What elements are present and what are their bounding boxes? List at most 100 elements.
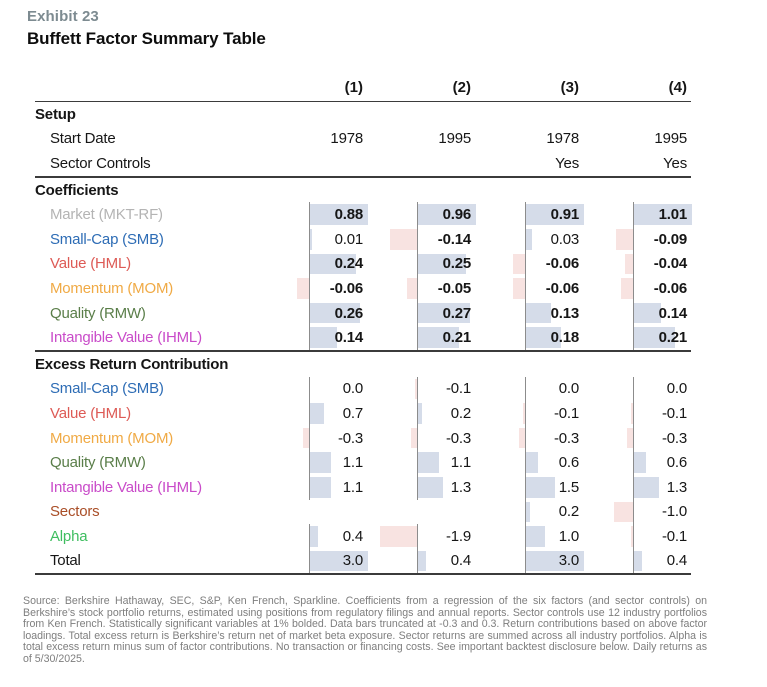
- value-cell: 0.88: [259, 202, 368, 227]
- axis-line: [633, 276, 634, 301]
- cell-value: 0.27: [442, 304, 472, 322]
- value-cell: 0.14: [259, 325, 367, 350]
- row-label: Start Date: [50, 130, 116, 148]
- table-row: Alpha 0.4 -1.9 1.0 -0.1: [35, 524, 691, 549]
- cell-value: 0.4: [666, 552, 687, 570]
- cell-value: 0.25: [442, 255, 472, 273]
- cell-value: 0.03: [550, 230, 580, 248]
- value-cell: 0.21: [583, 325, 691, 350]
- cell-value: 1.01: [658, 206, 688, 224]
- cell-value: 0.01: [334, 230, 364, 248]
- table-row: Quality (RMW) 0.26 0.27 0.13 0.14: [35, 300, 691, 326]
- section-header-row: Excess Return Contribution: [35, 352, 691, 377]
- cell-value: -0.06: [545, 255, 579, 273]
- value-cell: 1995: [367, 127, 475, 152]
- axis-line: [525, 425, 526, 451]
- axis-line: [633, 226, 634, 252]
- table-row: Total 3.0 0.4 3.0 0.4: [35, 548, 691, 574]
- data-bar-positive: [418, 327, 459, 348]
- table-row: Intangible Value (IHML) 1.1 1.3 1.5 1.3: [35, 474, 691, 500]
- value-cell: -0.14: [367, 226, 475, 252]
- table-row: Sectors 0.2 -1.0: [35, 499, 691, 525]
- cell-value: 0.88: [334, 206, 364, 224]
- axis-line: [417, 425, 418, 451]
- cell-value: -0.14: [437, 230, 471, 248]
- cell-value: 0.26: [334, 304, 364, 322]
- value-cell: 0.2: [475, 499, 583, 525]
- data-bar-negative: [513, 278, 525, 299]
- value-cell: -0.1: [583, 401, 691, 426]
- data-bar-negative: [513, 253, 525, 275]
- axis-line: [525, 376, 526, 402]
- axis-line: [309, 300, 310, 326]
- data-bar-positive: [634, 550, 642, 572]
- value-cell: 0.4: [259, 524, 367, 549]
- data-bar-positive: [634, 452, 646, 473]
- data-bar-positive: [418, 253, 467, 275]
- data-bar-negative: [297, 278, 309, 299]
- cell-value: 1.3: [450, 478, 471, 496]
- axis-line: [309, 401, 310, 426]
- cell-value: 1995: [654, 130, 687, 148]
- value-cell: 0.0: [259, 376, 367, 402]
- value-cell: -0.1: [367, 376, 475, 402]
- cell-value: -0.09: [653, 230, 687, 248]
- data-bar-negative: [615, 228, 633, 250]
- cell-value: 0.0: [666, 380, 687, 398]
- value-cell: 0.96: [367, 202, 476, 227]
- row-label: Total: [50, 552, 81, 570]
- data-bar-positive: [634, 204, 692, 225]
- value-cell: 0.01: [259, 226, 367, 252]
- axis-line: [309, 474, 310, 500]
- axis-line: [633, 474, 634, 500]
- value-cell: -0.09: [583, 226, 691, 252]
- value-cell: -0.06: [583, 276, 691, 301]
- cell-value: 0.24: [334, 255, 364, 273]
- exhibit-number: Exhibit 23: [27, 8, 99, 25]
- cell-value: 0.2: [450, 404, 471, 422]
- axis-line: [309, 376, 310, 402]
- column-header: (3): [560, 79, 579, 96]
- cell-value: 0.4: [342, 527, 363, 545]
- cell-value: 1.5: [558, 478, 579, 496]
- column-header: (4): [668, 79, 687, 96]
- cell-value: -0.06: [545, 279, 579, 297]
- value-cell: -0.1: [583, 524, 691, 549]
- axis-line: [633, 499, 634, 525]
- value-cell: 0.13: [475, 300, 583, 326]
- section-title: Excess Return Contribution: [35, 355, 229, 373]
- cell-value: 1978: [546, 130, 579, 148]
- value-cell: 1.3: [583, 474, 691, 500]
- cell-value: -0.06: [653, 279, 687, 297]
- axis-line: [633, 450, 634, 475]
- data-bar-positive: [418, 403, 422, 424]
- cell-value: Yes: [663, 154, 687, 172]
- cell-value: 0.14: [658, 304, 688, 322]
- data-bar-negative: [389, 228, 417, 250]
- value-cell: 0.25: [367, 251, 475, 277]
- data-bar-positive: [634, 327, 675, 348]
- column-header: (2): [452, 79, 471, 96]
- cell-value: 0.6: [558, 454, 579, 472]
- row-label: Small-Cap (SMB): [50, 380, 164, 398]
- table-row: Momentum (MOM) -0.3 -0.3 -0.3 -0.3: [35, 425, 691, 451]
- row-label: Quality (RMW): [50, 304, 146, 322]
- cell-value: 0.21: [658, 329, 688, 347]
- cell-value: 0.7: [342, 404, 363, 422]
- value-cell: 0.4: [583, 548, 691, 574]
- data-bar-positive: [310, 550, 368, 572]
- section-header-row: Setup: [35, 102, 691, 127]
- data-bar-negative: [411, 427, 417, 449]
- axis-line: [525, 251, 526, 277]
- table-row: Small-Cap (SMB) 0.0 -0.1 0.0 0.0: [35, 376, 691, 402]
- axis-line: [417, 325, 418, 350]
- axis-line: [633, 401, 634, 426]
- data-bar-positive: [310, 253, 357, 275]
- value-cell: [367, 500, 475, 525]
- cell-value: 0.14: [334, 329, 364, 347]
- value-cell: [259, 151, 367, 176]
- axis-line: [309, 202, 310, 227]
- cell-value: 0.91: [550, 206, 580, 224]
- column-header: (1): [344, 79, 363, 96]
- cell-value: -1.9: [445, 527, 471, 545]
